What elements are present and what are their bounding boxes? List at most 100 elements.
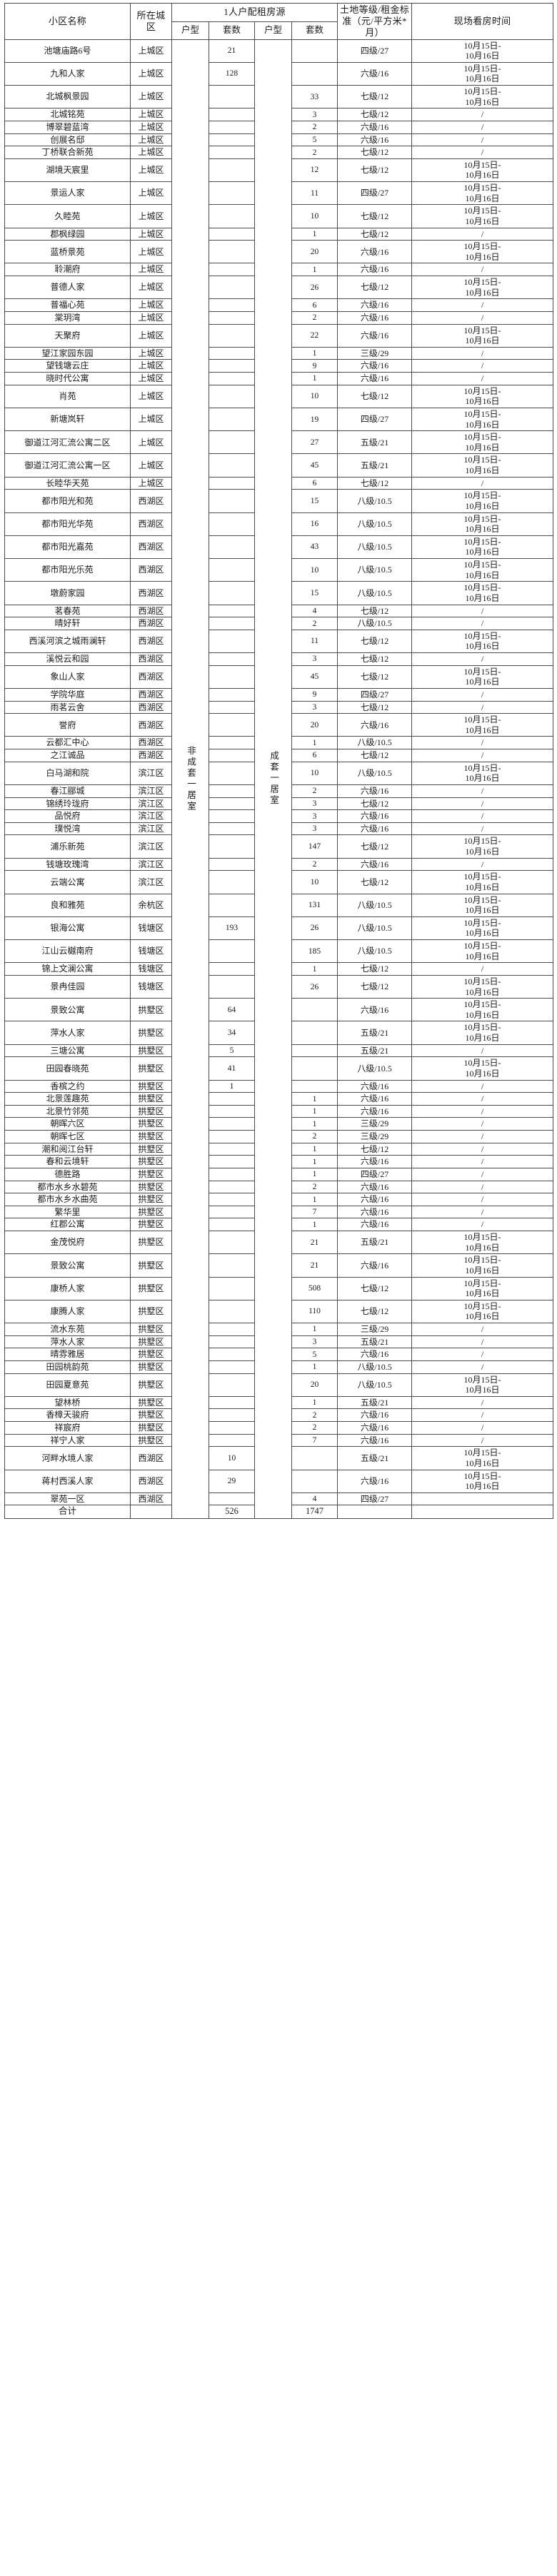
housing-allocation-table: 小区名称 所在城区 1人户配租房源 土地等级/租金标准（元/平方米*月） 现场看… (4, 3, 554, 1519)
cell-land-grade-rent: 五级/21 (337, 1021, 413, 1045)
cell-unit-count-non-suite (209, 476, 255, 490)
cell-land-grade-rent: 七级/12 (337, 1142, 413, 1156)
cell-community-name: 潮和阅江台轩 (4, 1142, 131, 1156)
cell-unit-count-non-suite (209, 453, 255, 478)
cell-community-name: 都市阳光嘉苑 (4, 535, 131, 560)
table-row: 金茂悦府 拱墅区 21 五级/21 10月15日- 10月16日 (4, 1231, 554, 1255)
cell-total-land (337, 1505, 413, 1519)
cell-community-name: 萍水人家 (4, 1021, 131, 1045)
table-row: 长睦华天苑 上城区 6 七级/12/ (4, 476, 554, 490)
cell-community-name: 北景竹邻苑 (4, 1104, 131, 1118)
cell-unit-count-non-suite (209, 1167, 255, 1181)
cell-community-name: 晴雰雅居 (4, 1348, 131, 1361)
cell-land-grade-rent: 三级/29 (337, 346, 413, 360)
cell-land-grade-rent: 七级/12 (337, 834, 413, 859)
table-row: 香樟天骏府 拱墅区 2 六级/16/ (4, 1408, 554, 1423)
cell-unit-count-suite: 10 (291, 870, 338, 894)
cell-community-name: 都市阳光乐苑 (4, 558, 131, 582)
cell-unit-count-suite: 3 (291, 700, 338, 714)
cell-land-grade-rent: 六级/16 (337, 1433, 413, 1448)
cell-viewing-time: / (411, 687, 554, 702)
cell-community-name: 蒋村西溪人家 (4, 1469, 131, 1493)
cell-land-grade-rent: 七级/12 (337, 974, 413, 999)
cell-unit-count-non-suite: 128 (209, 61, 255, 86)
cell-district: 西湖区 (130, 512, 172, 536)
cell-land-grade-rent: 四级/27 (337, 181, 413, 206)
cell-viewing-time: 10月15日- 10月16日 (411, 916, 554, 941)
cell-unit-count-suite: 26 (291, 916, 338, 941)
cell-land-grade-rent: 七级/12 (337, 276, 413, 300)
cell-unit-count-non-suite (209, 665, 255, 689)
cell-unit-count-suite: 1 (291, 736, 338, 750)
cell-district: 拱墅区 (130, 1092, 172, 1106)
cell-viewing-time: / (411, 1360, 554, 1374)
table-row: 祥宸府 拱墅区 2 六级/16/ (4, 1421, 554, 1435)
cell-unit-count-suite: 2 (291, 1180, 338, 1194)
cell-land-grade-rent: 八级/10.5 (337, 1056, 413, 1081)
cell-district: 钱塘区 (130, 974, 172, 999)
cell-unit-count-suite: 15 (291, 489, 338, 513)
cell-community-name: 肖苑 (4, 384, 131, 408)
cell-viewing-time: / (411, 1433, 554, 1448)
cell-land-grade-rent: 八级/10.5 (337, 581, 413, 605)
table-row: 红郡公寓 拱墅区 1 六级/16/ (4, 1218, 554, 1232)
cell-unit-count-suite: 2 (291, 784, 338, 798)
cell-viewing-time: / (411, 263, 554, 277)
cell-viewing-time: 10月15日- 10月16日 (411, 998, 554, 1022)
cell-total-suite-units: 1747 (291, 1505, 338, 1519)
cell-unit-count-suite: 10 (291, 761, 338, 785)
table-row: 翠苑一区 西湖区 4 四级/27 (4, 1492, 554, 1506)
cell-district: 西湖区 (130, 604, 172, 618)
table-row: 溪悦云和园 西湖区 3 七级/12/ (4, 652, 554, 666)
cell-viewing-time: / (411, 108, 554, 121)
cell-community-name: 博翠碧蓝湾 (4, 120, 131, 134)
cell-land-grade-rent: 七级/12 (337, 146, 413, 159)
cell-unit-count-suite: 26 (291, 974, 338, 999)
cell-unit-count-suite: 12 (291, 158, 338, 183)
cell-community-name: 萍水人家 (4, 1335, 131, 1349)
cell-viewing-time: / (411, 700, 554, 714)
cell-district: 滨江区 (130, 784, 172, 798)
table-row: 朝晖六区 拱墅区 1 三级/29/ (4, 1117, 554, 1131)
cell-community-name: 北城铭苑 (4, 108, 131, 121)
cell-land-grade-rent: 八级/10.5 (337, 939, 413, 964)
cell-total-label: 合计 (4, 1505, 131, 1519)
cell-community-name: 都市阳光和苑 (4, 489, 131, 513)
cell-unit-count-non-suite (209, 822, 255, 836)
cell-land-grade-rent: 四级/27 (337, 1492, 413, 1506)
cell-district: 上城区 (130, 384, 172, 408)
cell-viewing-time: / (411, 1408, 554, 1423)
cell-unit-count-suite: 1 (291, 1218, 338, 1232)
cell-unit-count-non-suite (209, 372, 255, 385)
cell-unit-count-non-suite (209, 870, 255, 894)
cell-viewing-time: 10月15日- 10月16日 (411, 323, 554, 348)
header-row-1: 小区名称 所在城区 1人户配租房源 土地等级/租金标准（元/平方米*月） 现场看… (4, 3, 554, 40)
cell-viewing-time: / (411, 857, 554, 872)
cell-unit-count-non-suite (209, 1276, 255, 1300)
cell-unit-count-non-suite (209, 535, 255, 560)
header-unit-count-1: 套数 (209, 21, 255, 40)
cell-community-name: 良和雅苑 (4, 893, 131, 917)
cell-viewing-time: / (411, 809, 554, 823)
cell-land-grade-rent: 八级/10.5 (337, 736, 413, 750)
cell-district: 上城区 (130, 453, 172, 478)
cell-unit-count-non-suite (209, 652, 255, 666)
cell-community-name: 春和云境轩 (4, 1155, 131, 1168)
cell-community-name: 新塘岚轩 (4, 407, 131, 432)
cell-unit-count-non-suite (209, 359, 255, 373)
cell-unit-count-suite: 1 (291, 1167, 338, 1181)
table-row: 新塘岚轩 上城区 19 四级/27 10月15日- 10月16日 (4, 407, 554, 432)
cell-unit-count-suite (291, 61, 338, 86)
cell-land-grade-rent: 六级/16 (337, 1421, 413, 1435)
cell-unit-count-suite: 508 (291, 1276, 338, 1300)
cell-viewing-time: 10月15日- 10月16日 (411, 85, 554, 109)
cell-district: 上城区 (130, 276, 172, 300)
cell-viewing-time: 10月15日- 10月16日 (411, 204, 554, 228)
cell-unit-count-suite: 1 (291, 227, 338, 241)
cell-unit-count-suite: 3 (291, 797, 338, 811)
table-row: 晴好轩 西湖区 2 八级/10.5/ (4, 617, 554, 630)
cell-unit-count-suite: 2 (291, 120, 338, 134)
table-row: 茗春苑 西湖区 4 七级/12/ (4, 604, 554, 618)
cell-unit-count-suite: 1 (291, 1117, 338, 1131)
cell-unit-count-suite: 131 (291, 893, 338, 917)
